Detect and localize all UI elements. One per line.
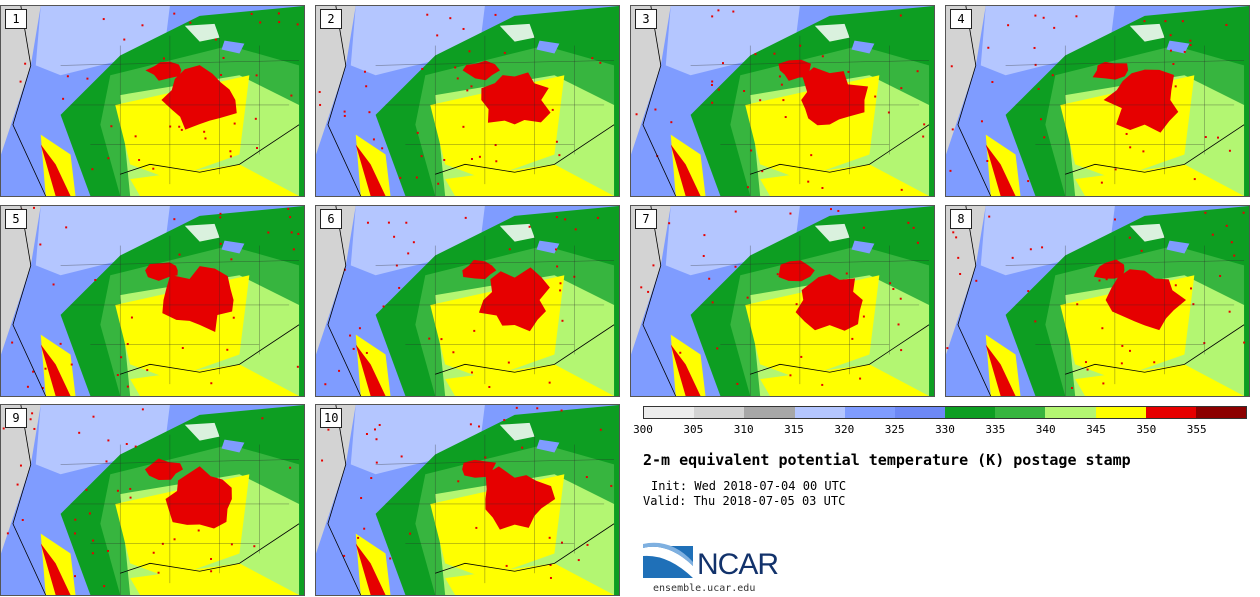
stamp-map-icon <box>946 6 1249 196</box>
colorbar-tick-label: 350 <box>1136 423 1157 436</box>
stamp-map-icon <box>1 206 304 396</box>
stamp-panel-8: 8 <box>945 205 1250 397</box>
colorbar-tick-label: 355 <box>1186 423 1207 436</box>
colorbar-swatch-4 <box>844 407 895 418</box>
panel-number: 2 <box>320 9 342 29</box>
colorbar-swatch-10 <box>1145 407 1196 418</box>
stamp-panel-3: 3 <box>630 5 935 197</box>
stamp-panel-6: 6 <box>315 205 620 397</box>
panel-number: 3 <box>635 9 657 29</box>
site-url: ensemble.ucar.edu <box>653 583 756 594</box>
colorbar-ticks: 300 305 310 315 320 325 330 335 340 345 350 355 <box>633 423 1247 439</box>
colorbar-swatch-11 <box>1195 407 1247 418</box>
ncar-logo-icon <box>643 542 693 578</box>
panel-number: 5 <box>5 209 27 229</box>
colorbar-swatch-5 <box>894 407 946 418</box>
colorbar-swatch-1 <box>694 407 745 418</box>
stamp-panel-10: 10 <box>315 404 620 596</box>
plot-title: 2-m equivalent potential temperature (K)… <box>643 451 1131 469</box>
colorbar-tick-label: 300 <box>633 423 653 436</box>
colorbar-swatch-8 <box>1045 407 1096 418</box>
colorbar-swatch-3 <box>794 407 845 418</box>
colorbar-tick-label: 340 <box>1035 423 1056 436</box>
colorbar-tick-label: 335 <box>985 423 1006 436</box>
stamp-map-icon <box>316 206 619 396</box>
stamp-map-icon <box>1 6 304 196</box>
colorbar-tick-label: 330 <box>935 423 955 436</box>
colorbar-swatch-0 <box>644 407 695 418</box>
stamp-map-icon <box>316 6 619 196</box>
ncar-logo-text: NCAR <box>697 548 779 581</box>
panel-number: 9 <box>5 408 27 428</box>
stamp-panel-4: 4 <box>945 5 1250 197</box>
colorbar-swatch-7 <box>995 407 1046 418</box>
colorbar-swatch-6 <box>945 407 996 418</box>
stamp-panel-9: 9 <box>0 404 305 596</box>
colorbar-tick-label: 320 <box>834 423 855 436</box>
colorbar-swatch-9 <box>1095 407 1146 418</box>
stamp-map-icon <box>316 405 619 595</box>
stamp-map-icon <box>631 6 934 196</box>
colorbar-tick-label: 325 <box>884 423 905 436</box>
colorbar-tick-label: 315 <box>784 423 804 436</box>
colorbar-tick-label: 345 <box>1086 423 1106 436</box>
panel-number: 4 <box>950 9 972 29</box>
valid-time: Valid: Thu 2018-07-05 03 UTC <box>643 494 846 508</box>
panel-number: 6 <box>320 209 342 229</box>
stamp-panel-2: 2 <box>315 5 620 197</box>
stamp-panel-1: 1 <box>0 5 305 197</box>
panel-number: 10 <box>320 408 343 428</box>
stamp-map-icon <box>631 206 934 396</box>
colorbar-swatch-2 <box>744 407 795 418</box>
panel-number: 7 <box>635 209 657 229</box>
panel-number: 8 <box>950 209 972 229</box>
panel-number: 1 <box>5 9 27 29</box>
colorbar <box>643 406 1247 419</box>
colorbar-tick-label: 305 <box>683 423 704 436</box>
stamp-map-icon <box>1 405 304 595</box>
stamp-map-icon <box>946 206 1249 396</box>
stamp-panel-5: 5 <box>0 205 305 397</box>
init-time: Init: Wed 2018-07-04 00 UTC <box>651 479 847 493</box>
stamp-panel-7: 7 <box>630 205 935 397</box>
colorbar-tick-label: 310 <box>733 423 754 436</box>
